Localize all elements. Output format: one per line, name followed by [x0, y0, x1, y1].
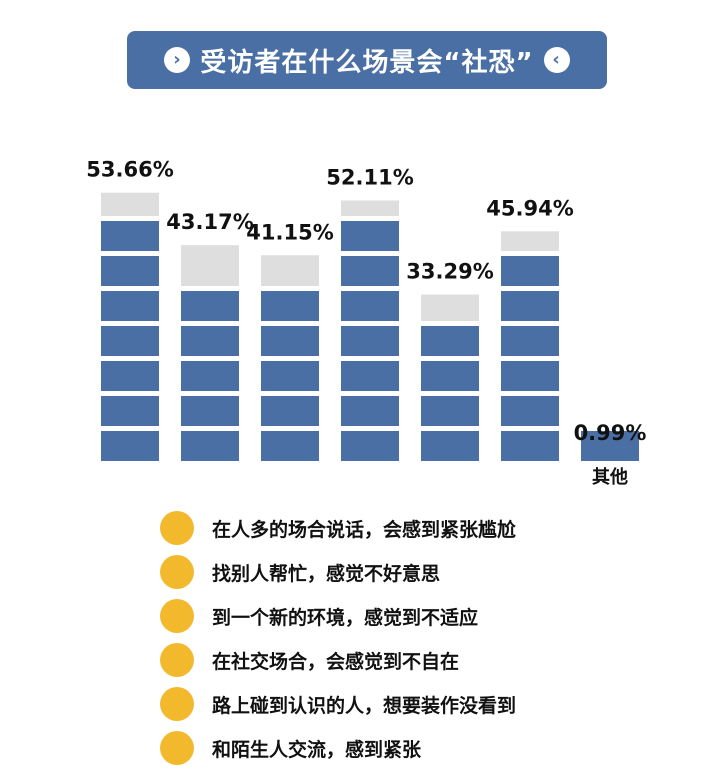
bar-segment	[581, 431, 639, 461]
bar-segment	[261, 431, 319, 461]
legend-label: 到一个新的环境，感觉到不适应	[212, 606, 479, 629]
bar-segment	[261, 396, 319, 426]
value-label: 0.99%	[574, 421, 647, 445]
value-label: 33.29%	[406, 260, 493, 284]
bar	[341, 200, 399, 461]
bar-segment	[101, 256, 159, 286]
bar-remainder	[421, 294, 479, 321]
bar-segment	[421, 431, 479, 461]
value-label: 45.94%	[486, 196, 573, 220]
bar-segment	[101, 396, 159, 426]
bar-segment	[501, 291, 559, 321]
legend-item: 找别人帮忙，感觉不好意思	[160, 550, 620, 594]
bar-segment	[261, 326, 319, 356]
legend-dot-icon	[160, 687, 194, 721]
bar-segment	[421, 326, 479, 356]
legend-item: 到一个新的环境，感觉到不适应	[160, 594, 620, 638]
bar-segment	[101, 291, 159, 321]
legend-dot-icon	[160, 555, 194, 589]
bar-segment	[341, 291, 399, 321]
bar	[181, 245, 239, 461]
bar-segment	[421, 396, 479, 426]
legend-label: 在社交场合，会感觉到不自在	[212, 650, 460, 673]
legend: 在人多的场合说话，会感到紧张尴尬 找别人帮忙，感觉不好意思 到一个新的环境，感觉…	[160, 506, 620, 770]
legend-label: 和陌生人交流，感到紧张	[212, 738, 422, 761]
bar-remainder	[341, 200, 399, 216]
bar-segment	[341, 396, 399, 426]
bar-segment	[181, 326, 239, 356]
chart-title: 受访者在什么场景会“社恐”	[200, 47, 534, 78]
bar-chart: 53.66% 43.17%41.15% 52.11% 33.29% 45.94% 0.99…	[86, 158, 647, 488]
bar-segment	[101, 431, 159, 461]
bar-segment	[341, 326, 399, 356]
bar-segment	[181, 361, 239, 391]
bar-segment	[181, 396, 239, 426]
value-label: 43.17%	[166, 210, 253, 234]
bar-segment	[181, 291, 239, 321]
bar-segment	[501, 396, 559, 426]
value-label: 52.11%	[326, 165, 413, 189]
bar-remainder	[261, 255, 319, 286]
legend-dot-icon	[160, 731, 194, 765]
bar-segment	[341, 221, 399, 251]
bar-segment	[341, 361, 399, 391]
bar-remainder	[501, 231, 559, 251]
bar-remainder	[101, 192, 159, 216]
legend-item: 路上碰到认识的人，想要装作没看到	[160, 682, 620, 726]
bar	[501, 231, 559, 461]
bar-segment	[261, 291, 319, 321]
bar-segment	[101, 361, 159, 391]
bar-segment	[501, 431, 559, 461]
bar-segment	[101, 326, 159, 356]
bar	[581, 431, 639, 461]
legend-item: 在社交场合，会感觉到不自在	[160, 638, 620, 682]
bar-segment	[501, 256, 559, 286]
legend-item: 在人多的场合说话，会感到紧张尴尬	[160, 506, 620, 550]
legend-label: 找别人帮忙，感觉不好意思	[212, 562, 441, 585]
category-label-other: 其他	[592, 466, 628, 488]
bar-segment	[101, 221, 159, 251]
bar	[421, 294, 479, 461]
legend-label: 在人多的场合说话，会感到紧张尴尬	[212, 518, 517, 541]
chevron-left-icon: ‹	[543, 47, 570, 73]
legend-dot-icon	[160, 643, 194, 677]
bar-segment	[421, 361, 479, 391]
value-label: 53.66%	[86, 158, 173, 182]
legend-item: 和陌生人交流，感到紧张	[160, 726, 620, 770]
legend-dot-icon	[160, 511, 194, 545]
legend-dot-icon	[160, 599, 194, 633]
bar-segment	[341, 256, 399, 286]
bar	[261, 255, 319, 461]
bar-remainder	[181, 245, 239, 286]
bar	[101, 192, 159, 461]
title-banner: › 受访者在什么场景会“社恐” ‹	[127, 31, 607, 89]
bar-segment	[501, 361, 559, 391]
bar-segment	[261, 361, 319, 391]
bar-segment	[181, 431, 239, 461]
bar-segment	[341, 431, 399, 461]
bar-segment	[501, 326, 559, 356]
chevron-right-icon: ›	[164, 47, 191, 73]
legend-label: 路上碰到认识的人，想要装作没看到	[212, 694, 517, 717]
value-label: 41.15%	[246, 220, 333, 244]
